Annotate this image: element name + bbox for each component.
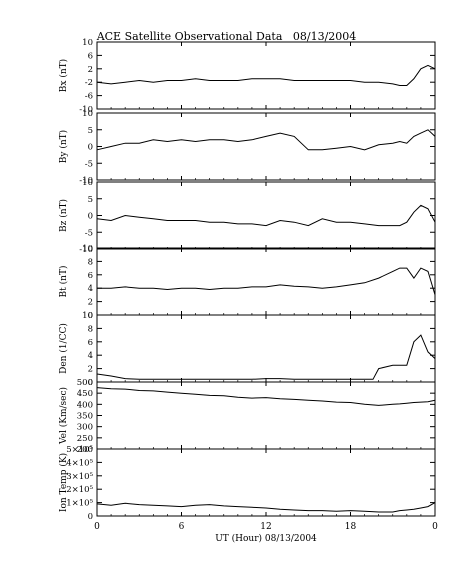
x-axis-label: UT (Hour) 08/13/2004 [215,533,317,544]
y-tick-label-den: 8 [88,324,93,334]
y-tick-label-den: 2 [88,365,93,375]
y-tick-label-by: -5 [85,159,93,169]
y-tick-label-bx: -10 [79,105,93,115]
x-tick-label: 0 [432,522,438,532]
y-tick-label-bz: 0 [88,212,93,222]
y-tick-label-bx: 2 [88,65,93,75]
y-axis-label-den: Den (1/CC) [58,323,69,374]
y-tick-label-bt: 6 [88,271,93,281]
y-tick-label-bz: 5 [88,195,93,205]
y-tick-label-temp: 1×10⁵ [66,499,93,509]
y-axis-label-bx: Bx (nT) [58,59,69,92]
y-axis-label-temp: Ion Temp (K) [58,453,69,512]
y-tick-label-bt: 0 [88,311,93,321]
y-tick-label-bz: -5 [85,228,93,238]
y-tick-label-bx: -6 [85,92,93,102]
panel-frame-by [96,112,436,181]
y-axis-label-vel: Vel (Km/sec) [58,387,69,445]
panel-frame-bz [96,181,436,250]
y-tick-label-bt: 8 [88,257,93,267]
y-tick-label-vel: 200 [77,445,93,455]
y-tick-label-bx: 6 [88,51,93,61]
y-axis-label-bz: Bz (nT) [58,199,69,232]
panel-frame-den [96,314,436,383]
y-tick-label-vel: 400 [77,400,93,410]
panel-frame-temp [96,448,436,517]
y-tick-label-vel: 350 [77,412,93,422]
panel-frame-bt [96,247,436,316]
y-tick-label-den: 4 [88,351,93,361]
y-tick-label-temp: 0 [88,512,93,522]
y-tick-label-bz: -10 [79,245,93,255]
x-tick-label: 18 [345,522,357,532]
y-axis-label-bt: Bt (nT) [58,266,69,298]
y-tick-label-den: 0 [88,378,93,388]
y-tick-label-bx: -2 [85,78,93,88]
series-line-bt [97,267,436,296]
y-tick-label-bx: 10 [82,38,93,48]
panel-frame-bx [96,41,436,110]
y-tick-label-by: -10 [79,176,93,186]
series-line-temp [96,502,436,513]
y-axis-label-by: By (nT) [58,130,69,163]
y-tick-label-by: 0 [88,143,93,153]
series-line-den [96,334,436,380]
y-tick-label-bz: 10 [82,178,93,188]
y-tick-label-by: 10 [82,109,93,119]
series-line-vel [96,387,436,406]
y-tick-label-vel: 450 [77,389,93,399]
series-line-bx [96,64,436,86]
y-tick-label-den: 6 [88,338,93,348]
y-tick-label-vel: 250 [77,434,93,444]
y-tick-label-by: 5 [88,126,93,136]
y-tick-label-temp: 5×10⁵ [66,445,93,455]
x-tick-label: 6 [179,522,185,532]
y-tick-label-bt: 10 [82,244,93,254]
y-tick-label-temp: 2×10⁵ [66,485,93,495]
y-tick-label-temp: 4×10⁵ [66,458,93,468]
y-tick-label-vel: 300 [77,423,93,433]
y-tick-label-bt: 2 [88,298,93,308]
y-tick-label-temp: 3×10⁵ [66,472,93,482]
y-tick-label-den: 10 [82,311,93,321]
x-tick-label: 0 [94,522,100,532]
series-line-by [96,129,436,151]
y-tick-label-bt: 4 [88,284,93,294]
series-line-bz [96,204,436,227]
y-tick-label-vel: 500 [77,378,93,388]
panel-frame-vel [96,381,436,450]
chart-title: ACE Satellite Observational Data 08/13/2… [96,30,357,43]
x-tick-label: 12 [260,522,271,532]
